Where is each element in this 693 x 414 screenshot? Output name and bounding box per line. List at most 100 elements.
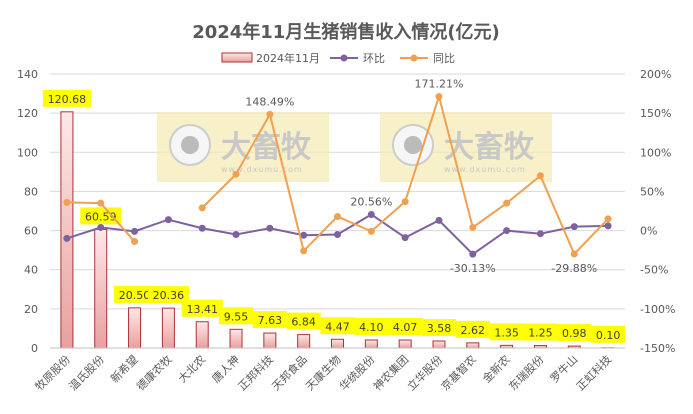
legend-swatch-marker xyxy=(410,54,418,62)
data-label-bg xyxy=(320,317,355,335)
bar xyxy=(331,338,344,349)
left-tick-label: 80 xyxy=(24,185,38,198)
bar-data-label: 20.36 xyxy=(153,289,185,302)
x-tick-label: 东瑞股份 xyxy=(506,352,547,393)
bar-data-label: 1.25 xyxy=(528,327,553,340)
left-tick-label: 100 xyxy=(17,146,38,159)
series-point-同比 xyxy=(503,199,511,207)
bar xyxy=(432,340,446,349)
right-tick-label: 150% xyxy=(640,107,671,120)
series-point-同比 xyxy=(131,238,139,246)
series-point-环比 xyxy=(604,222,612,230)
series-point-环比 xyxy=(334,230,341,238)
series-point-同比 xyxy=(300,247,308,255)
right-tick-label: 50% xyxy=(640,185,664,198)
data-label-bg xyxy=(591,325,626,343)
data-label-bg xyxy=(42,89,91,107)
bar-data-label: 4.47 xyxy=(325,320,350,333)
series-point-同比 xyxy=(536,172,544,180)
data-label-bg xyxy=(388,318,423,336)
series-point-环比 xyxy=(435,216,443,224)
bar xyxy=(398,339,412,349)
series-point-环比 xyxy=(97,223,105,231)
x-tick-label: 罗牛山 xyxy=(547,352,580,385)
series-point-环比 xyxy=(63,234,71,242)
left-tick-label: 0 xyxy=(31,342,38,355)
data-label-bg xyxy=(114,285,156,303)
watermark-text: 大畜牧 xyxy=(221,130,312,165)
bar-data-label: 20.50 xyxy=(119,289,151,302)
data-label-bg xyxy=(147,286,189,304)
line-data-label: 20.56% xyxy=(350,195,392,208)
series-point-环比 xyxy=(469,250,477,258)
series-point-同比 xyxy=(232,170,240,178)
series-point-环比 xyxy=(536,230,544,238)
left-tick-label: 60 xyxy=(24,225,38,238)
chart-title: 2024年11月生猪销售收入情况(亿元) xyxy=(192,21,500,43)
data-label-bg xyxy=(252,311,287,329)
legend-label: 环比 xyxy=(363,52,385,65)
line-data-label: -30.13% xyxy=(450,262,496,275)
series-point-同比 xyxy=(266,110,274,118)
series-point-环比 xyxy=(266,224,274,232)
bar xyxy=(128,307,142,349)
bar-data-label: 1.35 xyxy=(494,326,519,339)
watermark-url: www.dxumu.com xyxy=(221,165,303,174)
bar-data-label: 2.62 xyxy=(461,324,486,337)
line-data-label: 171.21% xyxy=(414,78,463,91)
series-point-同比 xyxy=(435,93,443,101)
bar-data-label: 4.07 xyxy=(393,321,418,334)
data-label-bg xyxy=(489,323,524,341)
right-tick-label: 0% xyxy=(640,225,657,238)
bar xyxy=(364,339,378,349)
series-point-环比 xyxy=(300,231,308,239)
left-tick-label: 140 xyxy=(17,68,38,81)
x-tick-label: 德康农牧 xyxy=(133,352,174,393)
series-point-环比 xyxy=(401,234,409,242)
bar xyxy=(94,228,108,349)
right-tick-label: -150% xyxy=(640,342,675,355)
bar-data-label: 6.84 xyxy=(291,316,316,329)
series-point-环比 xyxy=(232,230,240,238)
x-tick-label: 牧原股份 xyxy=(32,352,73,393)
data-label-bg xyxy=(354,317,389,335)
series-point-同比 xyxy=(604,215,612,223)
bar xyxy=(466,342,480,349)
bar xyxy=(229,328,243,349)
bar xyxy=(195,321,209,349)
series-point-同比 xyxy=(63,198,71,206)
series-point-同比 xyxy=(198,204,206,212)
data-label-bg xyxy=(455,320,490,338)
right-tick-label: 100% xyxy=(640,146,671,159)
data-label-bg xyxy=(523,323,558,341)
x-tick-label: 天邦食品 xyxy=(269,352,310,393)
series-point-同比 xyxy=(469,223,477,231)
series-point-同比 xyxy=(97,199,105,207)
right-tick-label: 200% xyxy=(640,68,671,81)
legend-label: 同比 xyxy=(433,52,455,65)
bar-data-label: 120.68 xyxy=(48,93,87,106)
watermark-text: 大畜牧 xyxy=(444,130,535,165)
x-tick-label: 唐人神 xyxy=(209,352,242,385)
data-label-bg xyxy=(219,307,254,325)
x-tick-label: 温氏股份 xyxy=(67,353,107,393)
bar xyxy=(60,111,74,349)
x-tick-label: 京基智农 xyxy=(438,352,479,393)
right-tick-label: -50% xyxy=(640,264,668,277)
watermark-logo-icon xyxy=(404,136,422,154)
x-tick-label: 正虹科技 xyxy=(573,352,614,393)
series-point-同比 xyxy=(570,250,578,258)
x-tick-label: 神农集团 xyxy=(370,352,411,393)
data-label-bg xyxy=(421,318,456,336)
x-tick-label: 华统股份 xyxy=(336,352,377,393)
legend-label: 2024年11月 xyxy=(256,51,320,65)
x-tick-label: 金新农 xyxy=(480,352,513,385)
left-tick-label: 120 xyxy=(17,107,38,120)
bar-data-label: 0.98 xyxy=(562,327,587,340)
left-tick-label: 20 xyxy=(24,303,38,316)
bar xyxy=(297,334,311,349)
series-point-环比 xyxy=(367,210,375,218)
series-point-环比 xyxy=(198,224,206,232)
